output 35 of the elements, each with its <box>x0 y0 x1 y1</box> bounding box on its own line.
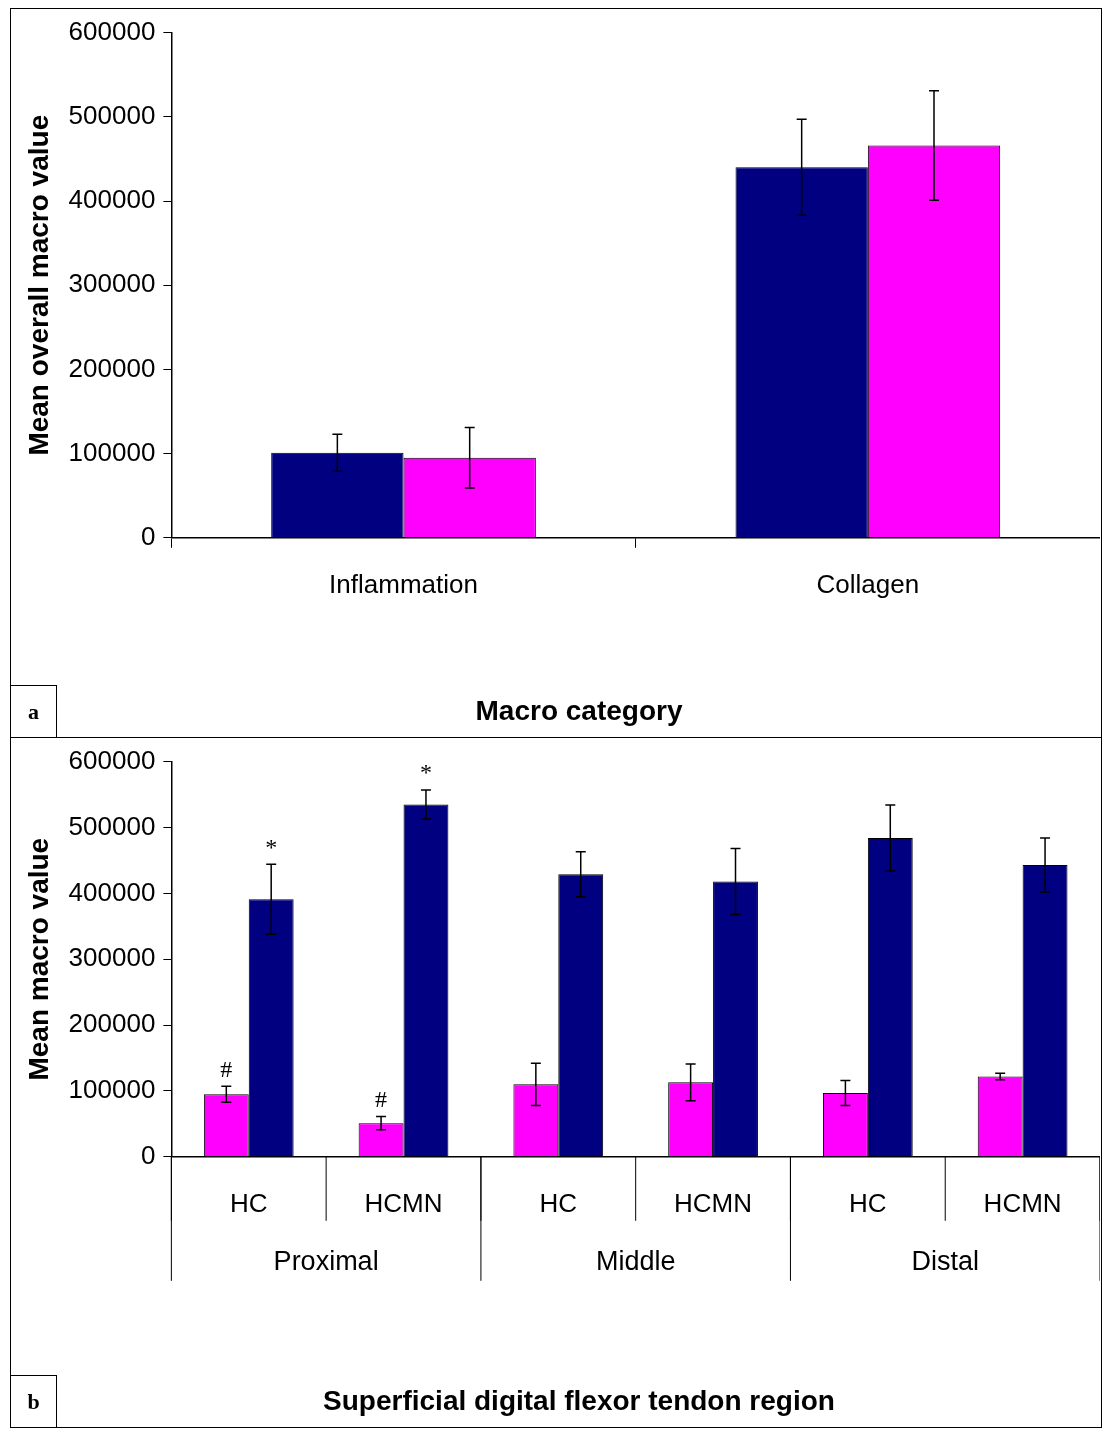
text: Distal <box>911 1246 979 1277</box>
y-tick-label: 600000 <box>68 744 156 775</box>
x-tick-label: HCMN <box>674 1187 753 1218</box>
annotation: # <box>220 1055 233 1082</box>
y-tick-label: 200000 <box>68 352 156 383</box>
annotation: * <box>419 759 432 786</box>
y-tick-label: 400000 <box>68 876 156 907</box>
annotation: # <box>375 1085 388 1112</box>
y-tick-label: 300000 <box>68 942 156 973</box>
x-tick-label: HCMN <box>983 1187 1062 1218</box>
x-tick-label: HCMN <box>364 1187 443 1218</box>
y-tick-label: 500000 <box>68 99 156 130</box>
x-tick-label: HC <box>539 1187 578 1218</box>
y-tick-label: 100000 <box>68 1074 156 1105</box>
y-tick-label: 0 <box>140 1139 156 1170</box>
x-tick-label: HC <box>849 1187 887 1218</box>
y-axis-title: Mean overall macro value <box>22 114 54 456</box>
y-tick-label: 200000 <box>68 1008 156 1039</box>
y-tick-label: 300000 <box>68 268 156 299</box>
x-axis-title: Macro category <box>474 694 684 728</box>
y-tick-label: 0 <box>140 520 156 551</box>
y-tick-label: 600000 <box>68 15 156 46</box>
text: Proximal <box>273 1246 379 1277</box>
x-tick-label: HC <box>229 1187 268 1218</box>
x-axis-title: Superficial digital flexor tendon region <box>322 1384 836 1418</box>
x-tick-label: Inflammation <box>329 568 478 599</box>
y-tick-label: 100000 <box>68 436 156 467</box>
y-tick-label: 400000 <box>68 184 156 215</box>
y-tick-label: 500000 <box>68 810 156 841</box>
text: b <box>11 1375 57 1427</box>
x-tick-label: Collagen <box>816 568 920 599</box>
annotation: * <box>265 833 278 860</box>
text: Middle <box>595 1246 676 1277</box>
text: a <box>11 685 57 737</box>
y-axis-title: Mean macro value <box>22 837 54 1081</box>
